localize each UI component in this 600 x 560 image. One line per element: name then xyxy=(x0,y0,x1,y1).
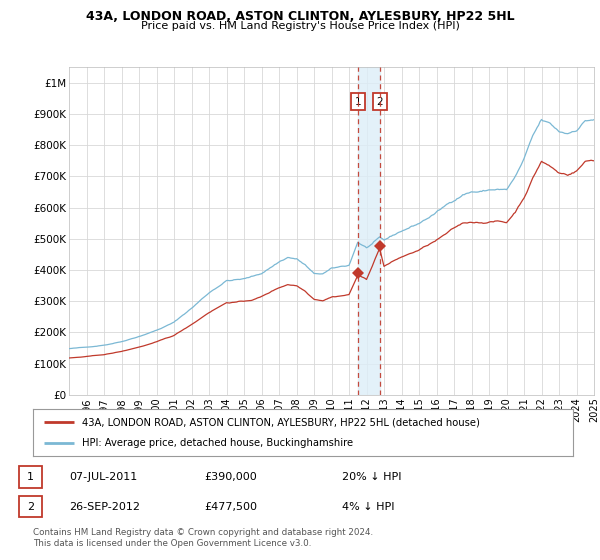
Text: 43A, LONDON ROAD, ASTON CLINTON, AYLESBURY, HP22 5HL: 43A, LONDON ROAD, ASTON CLINTON, AYLESBU… xyxy=(86,10,514,23)
Text: 2: 2 xyxy=(376,96,383,106)
Text: 1: 1 xyxy=(27,472,34,482)
Text: 4% ↓ HPI: 4% ↓ HPI xyxy=(342,502,395,512)
Text: 43A, LONDON ROAD, ASTON CLINTON, AYLESBURY, HP22 5HL (detached house): 43A, LONDON ROAD, ASTON CLINTON, AYLESBU… xyxy=(82,417,479,427)
Text: HPI: Average price, detached house, Buckinghamshire: HPI: Average price, detached house, Buck… xyxy=(82,438,353,448)
Text: 20% ↓ HPI: 20% ↓ HPI xyxy=(342,472,401,482)
Text: £477,500: £477,500 xyxy=(204,502,257,512)
Text: 1: 1 xyxy=(355,96,361,106)
Text: Price paid vs. HM Land Registry's House Price Index (HPI): Price paid vs. HM Land Registry's House … xyxy=(140,21,460,31)
Text: Contains HM Land Registry data © Crown copyright and database right 2024.
This d: Contains HM Land Registry data © Crown c… xyxy=(33,528,373,548)
Text: £390,000: £390,000 xyxy=(204,472,257,482)
Text: 26-SEP-2012: 26-SEP-2012 xyxy=(69,502,140,512)
Bar xyxy=(358,67,380,395)
Text: 2: 2 xyxy=(27,502,34,512)
Text: 07-JUL-2011: 07-JUL-2011 xyxy=(69,472,137,482)
